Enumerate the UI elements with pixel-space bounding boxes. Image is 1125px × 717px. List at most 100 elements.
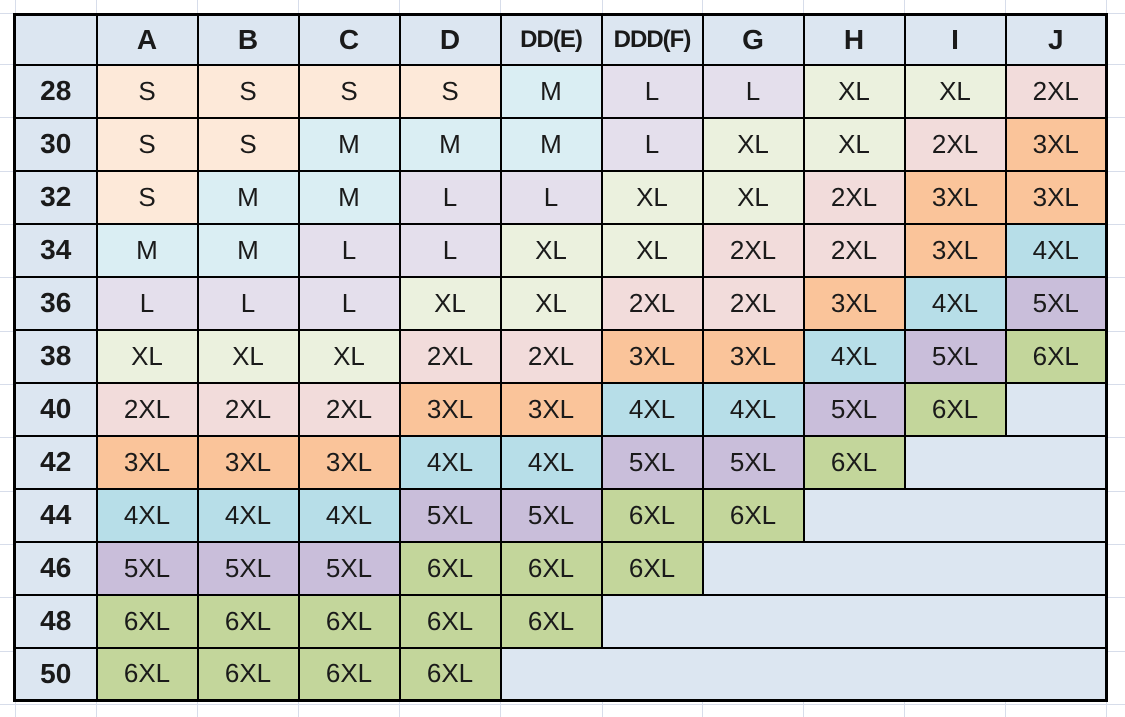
- band-row: 28 S S S S M L L XL XL 2XL: [13, 63, 1108, 119]
- size-cell: 3XL: [499, 381, 603, 437]
- size-cell: 6XL: [297, 646, 401, 702]
- band-row: 32 S M M L L XL XL 2XL 3XL 3XL: [13, 169, 1108, 225]
- size-cell: M: [297, 116, 401, 172]
- size-cell: 4XL: [196, 487, 300, 543]
- size-cell: M: [499, 63, 603, 119]
- size-cell: S: [297, 63, 401, 119]
- size-cell: 2XL: [903, 116, 1007, 172]
- cup-column-header: J: [1004, 13, 1108, 66]
- size-cell: 6XL: [398, 593, 502, 649]
- size-cell: L: [297, 222, 401, 278]
- size-cell: 5XL: [600, 434, 704, 490]
- size-cell: XL: [499, 222, 603, 278]
- size-cell: XL: [802, 116, 906, 172]
- cup-column-header: G: [701, 13, 805, 66]
- size-cell: 6XL: [499, 593, 603, 649]
- size-cell: 6XL: [499, 540, 603, 596]
- size-cell: M: [297, 169, 401, 225]
- size-cell: L: [196, 275, 300, 331]
- cup-column-header: C: [297, 13, 401, 66]
- size-cell: 2XL: [802, 169, 906, 225]
- cup-column-header: H: [802, 13, 906, 66]
- size-cell: 4XL: [398, 434, 502, 490]
- size-cell: 3XL: [600, 328, 704, 384]
- size-cell: 6XL: [1004, 328, 1108, 384]
- size-cell: 5XL: [297, 540, 401, 596]
- size-cell: 6XL: [196, 593, 300, 649]
- size-cell: 3XL: [1004, 169, 1108, 225]
- size-cell: M: [499, 116, 603, 172]
- bra-size-chart-table: A B C D DD(E) DDD(F) G H I J 28 S S S S M L L XL XL 2XL 30 S S…: [13, 13, 1108, 702]
- size-cell: 3XL: [398, 381, 502, 437]
- size-cell: L: [701, 63, 805, 119]
- band-size-label: 42: [13, 434, 98, 490]
- size-cell: M: [398, 116, 502, 172]
- size-cell: M: [196, 169, 300, 225]
- empty-region: [903, 434, 1108, 490]
- size-cell: S: [196, 63, 300, 119]
- band-row: 34 M M L L XL XL 2XL 2XL 3XL 4XL: [13, 222, 1108, 278]
- empty-region: [802, 487, 1108, 543]
- cup-column-header: DD(E): [499, 13, 603, 66]
- size-cell: 2XL: [600, 275, 704, 331]
- size-cell: L: [499, 169, 603, 225]
- band-size-label: 28: [13, 63, 98, 119]
- size-cell: 6XL: [297, 593, 401, 649]
- size-cell: 5XL: [95, 540, 199, 596]
- band-row: 46 5XL 5XL 5XL 6XL 6XL 6XL: [13, 540, 1108, 596]
- size-cell: XL: [398, 275, 502, 331]
- size-cell: 3XL: [95, 434, 199, 490]
- header-row: A B C D DD(E) DDD(F) G H I J: [13, 13, 1108, 66]
- size-cell: 3XL: [297, 434, 401, 490]
- band-row: 36 L L L XL XL 2XL 2XL 3XL 4XL 5XL: [13, 275, 1108, 331]
- size-cell: 3XL: [1004, 116, 1108, 172]
- size-cell: 3XL: [802, 275, 906, 331]
- band-row: 42 3XL 3XL 3XL 4XL 4XL 5XL 5XL 6XL: [13, 434, 1108, 490]
- size-cell: 5XL: [903, 328, 1007, 384]
- size-cell: S: [95, 63, 199, 119]
- band-size-label: 30: [13, 116, 98, 172]
- size-cell: M: [95, 222, 199, 278]
- band-size-label: 32: [13, 169, 98, 225]
- cup-column-header: B: [196, 13, 300, 66]
- band-row: 50 6XL 6XL 6XL 6XL: [13, 646, 1108, 702]
- size-cell: S: [398, 63, 502, 119]
- size-cell: 5XL: [398, 487, 502, 543]
- size-cell: 5XL: [196, 540, 300, 596]
- size-cell: 2XL: [297, 381, 401, 437]
- sheet-gridline-horizontal: [0, 704, 1125, 705]
- size-cell: L: [398, 222, 502, 278]
- band-size-label: 46: [13, 540, 98, 596]
- size-cell: 6XL: [95, 593, 199, 649]
- size-cell: XL: [802, 63, 906, 119]
- size-cell: XL: [196, 328, 300, 384]
- size-cell: 2XL: [398, 328, 502, 384]
- band-row: 44 4XL 4XL 4XL 5XL 5XL 6XL 6XL: [13, 487, 1108, 543]
- empty-region: [499, 646, 1108, 702]
- band-row: 30 S S M M M L XL XL 2XL 3XL: [13, 116, 1108, 172]
- size-cell: 6XL: [398, 646, 502, 702]
- size-cell: 4XL: [903, 275, 1007, 331]
- size-cell: XL: [600, 169, 704, 225]
- size-cell: 4XL: [297, 487, 401, 543]
- size-cell: 5XL: [1004, 275, 1108, 331]
- size-cell: XL: [95, 328, 199, 384]
- size-cell: 6XL: [95, 646, 199, 702]
- size-cell: XL: [701, 116, 805, 172]
- size-cell: XL: [600, 222, 704, 278]
- size-cell: 4XL: [1004, 222, 1108, 278]
- size-cell: S: [196, 116, 300, 172]
- band-size-label: 38: [13, 328, 98, 384]
- size-cell: XL: [903, 63, 1007, 119]
- size-cell: 4XL: [95, 487, 199, 543]
- size-cell: 6XL: [600, 487, 704, 543]
- size-cell: 3XL: [196, 434, 300, 490]
- size-cell: 2XL: [95, 381, 199, 437]
- size-cell: 4XL: [802, 328, 906, 384]
- size-cell: 3XL: [903, 222, 1007, 278]
- cup-column-header: A: [95, 13, 199, 66]
- size-cell: S: [95, 116, 199, 172]
- empty-region: [701, 540, 1108, 596]
- band-row: 38 XL XL XL 2XL 2XL 3XL 3XL 4XL 5XL 6XL: [13, 328, 1108, 384]
- size-cell: XL: [701, 169, 805, 225]
